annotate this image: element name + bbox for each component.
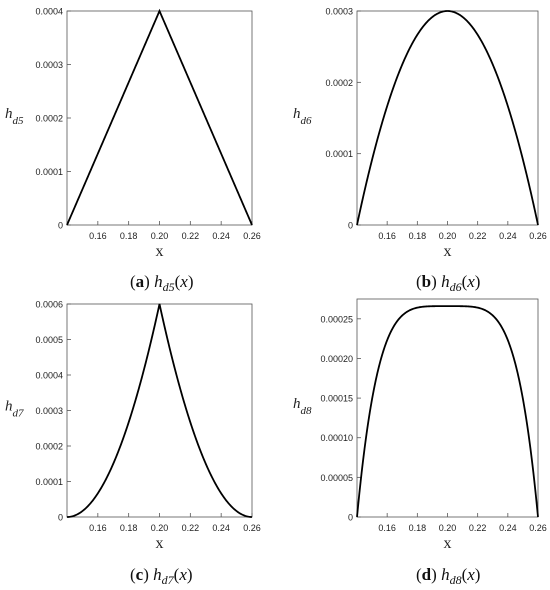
x-axis-label: x (156, 243, 164, 260)
y-tick-label: 0.0002 (325, 78, 353, 88)
series-line-d5 (66, 8, 253, 226)
x-tick-label: 0.24 (212, 231, 230, 241)
x-tick-label: 0.20 (151, 523, 169, 533)
y-tick-label: 0.0002 (35, 442, 63, 452)
plot-frame (66, 10, 253, 226)
y-tick-label: 0.0004 (35, 7, 63, 17)
panel-caption: (a) hd5(x) (130, 272, 193, 294)
x-tick-label: 0.26 (529, 523, 547, 533)
y-axis-label: hd7 (5, 399, 24, 420)
x-tick-label: 0.16 (378, 231, 396, 241)
y-tick-label: 0.0001 (35, 167, 63, 177)
x-tick-label: 0.18 (409, 231, 427, 241)
y-tick-label: 0 (348, 513, 353, 523)
x-tick-label: 0.26 (243, 231, 261, 241)
plot-frame (356, 298, 539, 518)
y-tick-label: 0.00010 (320, 433, 353, 443)
x-tick-label: 0.20 (439, 523, 457, 533)
y-axis-label: hd5 (5, 106, 24, 127)
x-tick-label: 0.22 (182, 523, 200, 533)
y-tick-label: 0.0004 (35, 371, 63, 381)
series-line-d8 (356, 305, 539, 518)
y-tick-label: 0.0003 (35, 406, 63, 416)
panel-c: 0.16 0.18 0.20 0.22 0.24 0.26 0 0.0001 0.0002 0.0… (5, 300, 261, 588)
x-tick-label: 0.22 (182, 231, 200, 241)
y-tick-label: 0.00005 (320, 473, 353, 483)
series-line-d6 (356, 10, 539, 226)
x-axis-label: x (444, 535, 452, 552)
y-tick-label: 0.0005 (35, 335, 63, 345)
x-tick-label: 0.16 (89, 523, 107, 533)
x-tick-label: 0.24 (212, 523, 230, 533)
y-tick-label: 0.0001 (35, 477, 63, 487)
x-tick-label: 0.20 (151, 231, 169, 241)
panel-caption: (d) hd8(x) (416, 565, 480, 587)
x-axis-label: x (156, 535, 164, 552)
x-axis-label: x (444, 243, 452, 260)
panel-d: 0.16 0.18 0.20 0.22 0.24 0.26 0 0.00005 0.00010 0… (293, 298, 547, 587)
y-tick-label: 0.0001 (325, 149, 353, 159)
x-tick-label: 0.26 (529, 231, 547, 241)
y-tick-label: 0.00020 (320, 354, 353, 364)
x-tick-label: 0.24 (499, 231, 517, 241)
plot-frame (66, 303, 253, 518)
x-tick-label: 0.20 (439, 231, 457, 241)
panel-caption: (c) hd7(x) (130, 565, 193, 587)
y-axis-label: hd6 (293, 106, 312, 127)
y-tick-label: 0.0002 (35, 114, 63, 124)
series-line-d7 (66, 303, 253, 518)
x-tick-label: 0.22 (469, 523, 487, 533)
y-tick-label: 0 (58, 221, 63, 231)
x-tick-label: 0.22 (469, 231, 487, 241)
panel-b: 0.16 0.18 0.20 0.22 0.24 0.26 0 0.0001 0.0002 0.0… (293, 7, 547, 295)
y-tick-label: 0.0003 (35, 60, 63, 70)
x-tick-label: 0.26 (243, 523, 261, 533)
y-tick-label: 0 (58, 513, 63, 523)
x-tick-label: 0.18 (120, 523, 138, 533)
x-tick-label: 0.24 (499, 523, 517, 533)
panel-caption: (b) hd6(x) (416, 272, 480, 294)
panel-a: 0.16 0.18 0.20 0.22 0.24 0.26 0 0.0001 0.0002 0.0… (5, 7, 261, 295)
y-tick-label: 0.0003 (325, 7, 353, 17)
y-tick-label: 0.00015 (320, 394, 353, 404)
x-tick-label: 0.18 (409, 523, 427, 533)
x-tick-label: 0.16 (378, 523, 396, 533)
y-tick-label: 0.0006 (35, 300, 63, 310)
y-axis-label: hd8 (293, 396, 312, 417)
x-tick-label: 0.16 (89, 231, 107, 241)
x-tick-label: 0.18 (120, 231, 138, 241)
y-tick-label: 0.00025 (320, 314, 353, 324)
y-tick-label: 0 (348, 221, 353, 231)
